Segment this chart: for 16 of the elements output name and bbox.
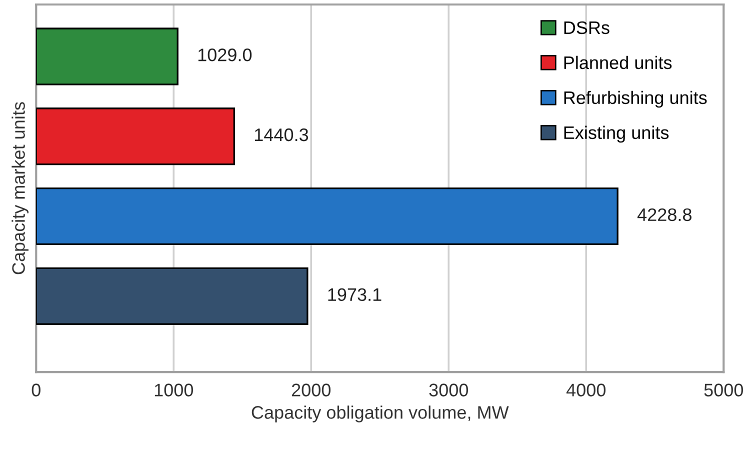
data-label: 1440.3 [255, 128, 308, 142]
x-tick-label: 3000 [429, 384, 468, 396]
x-tick-label: 5000 [704, 384, 744, 396]
legend-label: Planned units [564, 56, 672, 70]
x-tick-label: 1000 [154, 384, 194, 396]
x-tick-label: 0 [32, 384, 40, 396]
y-axis-title: Capacity market units [12, 102, 29, 274]
x-tick-label: 4000 [566, 384, 606, 396]
legend-label: Refurbishing units [564, 90, 707, 108]
legend-label: Existing units [564, 126, 669, 143]
data-label: 1029.0 [198, 48, 252, 62]
x-axis-title: Capacity obligation volume, MW [252, 406, 509, 422]
legend-label: DSRs [564, 21, 610, 34]
data-label: 1973.1 [328, 288, 382, 302]
data-label: 4228.8 [637, 208, 692, 222]
x-tick-label: 2000 [292, 384, 331, 396]
